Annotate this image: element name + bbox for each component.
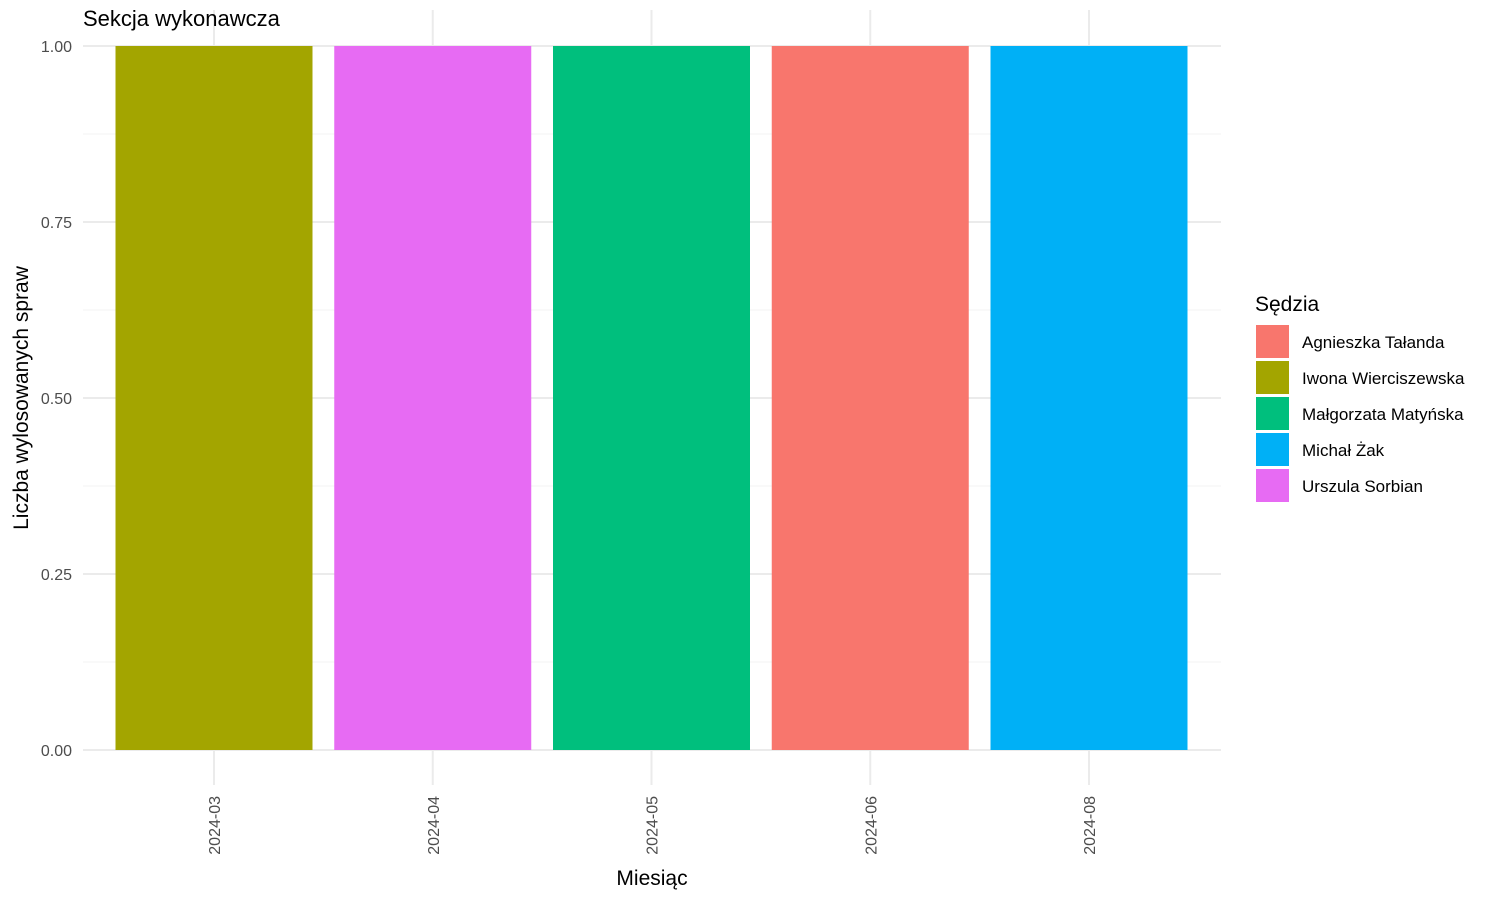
legend-title: Sędzia [1255,293,1320,316]
legend-item: Urszula Sorbian [1256,469,1423,502]
legend-swatch [1256,433,1289,466]
legend-swatch [1256,325,1289,358]
chart-title: Sekcja wykonawcza [83,6,281,31]
legend-label: Iwona Wierciszewska [1302,369,1465,388]
legend: Sędzia Agnieszka Tałanda Iwona Wierciszew… [1255,293,1465,502]
legend-item: Małgorzata Matyńska [1256,397,1464,430]
bar-2024-04 [334,46,532,750]
legend-swatch [1256,397,1289,430]
x-tick-label: 2024-06 [863,796,880,855]
y-tick-label: 0.50 [41,391,72,408]
x-tick-label: 2024-04 [426,796,443,855]
bar-2024-08 [990,46,1188,750]
x-axis-ticks: 2024-03 2024-04 2024-05 2024-06 2024-08 [207,796,1099,855]
x-tick-label: 2024-05 [645,796,662,855]
y-axis-title: Liczba wylosowanych spraw [10,265,33,530]
legend-label: Agnieszka Tałanda [1302,333,1445,352]
legend-label: Małgorzata Matyńska [1302,405,1464,424]
x-axis-title: Miesiąc [616,867,687,890]
y-axis-ticks: 0.00 0.25 0.50 0.75 1.00 [41,39,72,760]
y-tick-label: 0.75 [41,215,72,232]
bars [115,46,1188,750]
y-tick-label: 0.00 [41,743,72,760]
legend-swatch [1256,469,1289,502]
bar-2024-03 [115,46,313,750]
x-tick-label: 2024-03 [207,796,224,855]
bar-2024-06 [771,46,969,750]
legend-item: Michał Żak [1256,433,1385,466]
legend-item: Agnieszka Tałanda [1256,325,1445,358]
legend-label: Michał Żak [1302,441,1385,460]
legend-label: Urszula Sorbian [1302,477,1423,496]
bar-2024-05 [553,46,750,750]
legend-swatch [1256,361,1289,394]
y-tick-label: 0.25 [41,567,72,584]
x-tick-label: 2024-08 [1082,796,1099,855]
legend-item: Iwona Wierciszewska [1256,361,1465,394]
y-tick-label: 1.00 [41,39,72,56]
